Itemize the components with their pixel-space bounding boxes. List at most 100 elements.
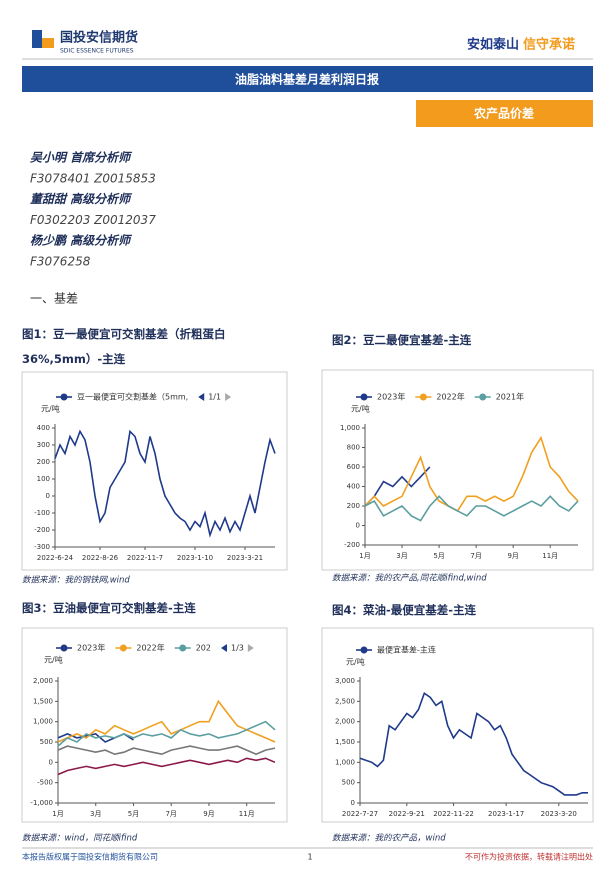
y-tick-label: 100 [37,475,50,483]
chart-frame [321,369,594,571]
x-tick-label: 7月 [165,810,176,818]
y-tick-label: 300 [37,441,50,449]
chart-title: 图3：豆油最便宜可交割基差-主连 [22,601,196,615]
y-unit: 元/吨 [44,655,63,665]
pager-prev [198,393,205,401]
legend-label: 2022年 [436,392,464,402]
banner-title: 油脂油料基差月差利润日报 [235,72,379,87]
legend-label: 2023年 [77,643,105,653]
legend-swatch [179,644,187,652]
x-tick-label: 2023-3-21 [227,554,263,562]
footer-left: 本报告版权属于国投安信期货有限公司 [22,852,158,862]
y-tick-label: 200 [347,502,360,510]
y-tick-label: 400 [347,483,360,491]
x-tick-label: 2022-11-22 [433,810,474,818]
legend-swatch [60,644,68,652]
logo-mark [42,38,54,48]
analyst-line: 董甜甜 高级分析师 [30,192,133,206]
series-line [364,495,579,522]
chart-frame [321,627,594,823]
y-tick-label: 1,500 [335,738,355,746]
x-tick-label: 2023-3-20 [541,810,577,818]
legend-label: 2021年 [496,392,524,402]
series-line [57,699,276,743]
y-tick-label: 0 [46,492,50,500]
y-tick-label: -100 [34,509,50,517]
y-tick-label: 2,000 [335,718,355,726]
x-tick-label: 9月 [507,552,518,560]
x-tick-label: 2022-7-27 [342,810,378,818]
x-tick-label: 2022-6-24 [37,554,74,562]
series-line [57,757,276,776]
legend-swatch [360,393,368,401]
x-tick-label: 2023-1-17 [488,810,524,818]
y-tick-label: 0 [356,522,360,530]
chart-frame [21,371,288,571]
x-tick-label: 11月 [239,810,255,818]
chart-title: 图4：菜油-最便宜基差-主连 [332,603,477,617]
legend-swatch [419,393,427,401]
x-tick-label: 1月 [52,810,63,818]
chart-frame [21,627,288,823]
tag: 农产品价差 [473,106,534,121]
y-tick-label: -200 [34,526,50,534]
legend-label: 豆一最便宜可交割基差（5mm, [77,392,188,402]
analyst-line: 杨少鹏 高级分析师 [30,234,133,248]
legend-label: 202 [196,644,211,653]
legend-label: 2023年 [377,392,405,402]
x-tick-label: 1月 [359,552,370,560]
y-tick-label: 1,000 [340,424,360,432]
y-tick-label: 500 [40,738,53,746]
analyst-line: F0302203 Z0012037 [30,213,156,227]
x-tick-label: 2022-11-7 [127,554,163,562]
y-tick-label: 400 [37,424,50,432]
legend-swatch [479,393,487,401]
legend-pager: 1/3 [231,644,244,653]
slogan: 信守承诺 [523,37,575,53]
logo-cn: 国投安信期货 [60,30,138,46]
series-line [54,429,276,538]
series-line [359,691,588,796]
y-unit: 元/吨 [351,404,370,414]
x-tick-label: 5月 [128,810,139,818]
legend-pager: 1/1 [208,393,221,402]
series-line [57,720,276,747]
pager-prev [221,644,227,652]
y-tick-label: -300 [34,543,50,551]
series-line [57,745,276,756]
x-tick-label: 3月 [396,552,407,560]
page-number: 1 [307,853,312,862]
y-tick-label: -500 [37,779,53,787]
chart-title: 图1：豆一最便宜可交割基差（折粗蛋白36%,5mm）-主连 [22,327,226,366]
y-tick-label: 1,000 [33,718,53,726]
x-tick-label: 9月 [203,810,214,818]
x-tick-label: 11月 [542,552,558,560]
series-line [364,466,431,507]
chart-source: 数据来源：我的钢铁网,wind [22,575,130,586]
legend-swatch [119,644,127,652]
x-tick-label: 2022-8-26 [82,554,119,562]
logo-mark [32,30,42,48]
x-tick-label: 3月 [90,810,101,818]
y-tick-label: -1,000 [30,799,53,807]
y-tick-label: 3,000 [335,677,355,685]
chart-source: 数据来源：wind，同花顺ifind [22,833,138,844]
x-tick-label: 2023-1-10 [177,554,213,562]
y-tick-label: 800 [347,444,360,452]
x-tick-label: 7月 [470,552,481,560]
y-tick-label: 1,500 [33,697,53,705]
tag-box [416,100,593,127]
y-tick-label: -200 [344,541,360,549]
logo-en: SDIC ESSENCE FUTURES [60,48,134,55]
series-line [364,435,579,512]
pager-next [225,393,232,401]
analyst-line: F3076258 [30,255,91,269]
analyst-line: 吴小明 首席分析师 [30,151,133,165]
footer-right: 不可作为投资依据，转载请注明出处 [465,852,593,862]
chart-title: 图2：豆二最便宜基差-主连 [332,333,472,347]
y-tick-label: 200 [37,458,50,466]
y-tick-label: 600 [347,463,360,471]
chart-source: 数据来源：我的农产品，wind [332,833,446,844]
